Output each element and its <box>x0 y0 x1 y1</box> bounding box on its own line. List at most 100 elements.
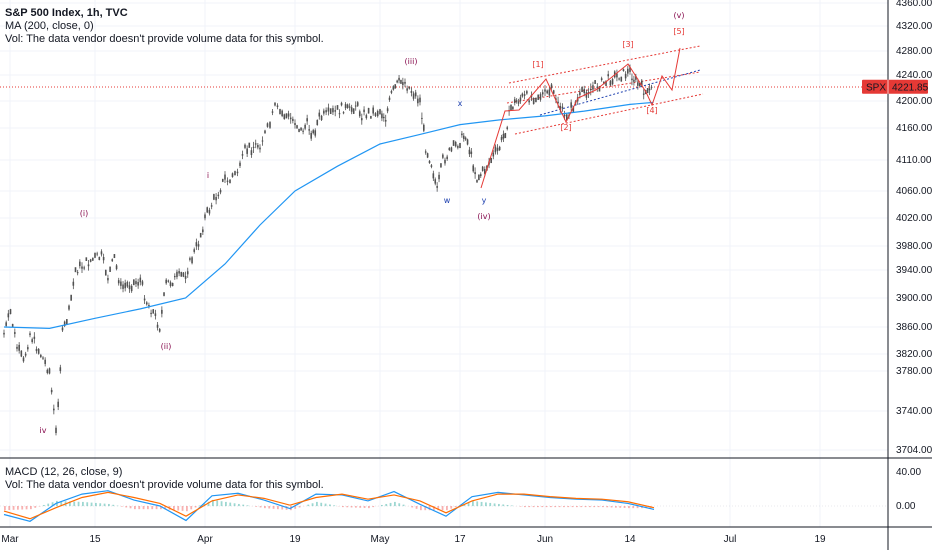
macd-histogram-bar <box>147 506 149 510</box>
candle-body <box>191 257 193 264</box>
candle-body <box>31 339 33 342</box>
candle-body <box>285 113 288 119</box>
y-tick-label: 4200.00 <box>896 96 932 107</box>
macd-histogram-bar <box>437 506 440 511</box>
candle-body <box>250 150 253 155</box>
candle-body <box>639 82 641 87</box>
candle-body <box>283 114 286 120</box>
channel-line <box>508 45 701 84</box>
x-tick-label: 19 <box>814 534 826 545</box>
candle-body <box>392 86 395 90</box>
macd-histogram-bar <box>472 500 474 507</box>
candle-body <box>11 323 14 328</box>
candle-body <box>68 305 70 310</box>
macd-tick-label: 40.00 <box>896 467 921 478</box>
macd-histogram-bar <box>450 506 453 509</box>
candle-body <box>583 89 586 93</box>
macd-histogram-bar <box>199 505 201 507</box>
symbol-title[interactable]: S&P 500 Index, 1h, TVC <box>5 7 128 19</box>
macd-histogram-bar <box>155 506 158 510</box>
candle-body <box>438 174 440 180</box>
candle-body <box>300 127 302 131</box>
macd-histogram-bar <box>402 504 405 507</box>
candle-body <box>424 151 427 153</box>
elliott-wave-overlay <box>480 47 681 189</box>
candle-body <box>269 122 271 128</box>
candle-body <box>158 328 161 332</box>
candle-body <box>637 82 639 86</box>
macd-histogram-bar <box>489 502 492 507</box>
macd-histogram-bar <box>30 506 32 510</box>
candle-body <box>478 174 480 180</box>
x-tick-label: 14 <box>624 534 636 545</box>
ma-legend[interactable]: MA (200, close, 0) <box>5 20 94 32</box>
candle-body <box>27 347 29 350</box>
x-tick-label: Apr <box>197 534 213 545</box>
candle-body <box>219 190 222 193</box>
candle-body <box>607 74 610 77</box>
wave-labels: iv (i) (ii) i (iii) x w y (iv) [1] [2] [3] [4] [5] (v) <box>40 11 685 435</box>
candle-body <box>259 147 261 150</box>
candle-body <box>167 280 170 282</box>
macd-histogram-bar <box>636 506 639 509</box>
macd-tick-label: 0.00 <box>896 501 916 512</box>
macd-histogram-bar <box>95 502 97 507</box>
macd-histogram-bar <box>415 506 418 509</box>
macd-histogram-bar <box>563 506 565 508</box>
price-tag-bg <box>862 79 928 94</box>
candle-body <box>479 174 482 177</box>
candle-body <box>257 144 259 148</box>
macd-title[interactable]: MACD (12, 26, close, 9) <box>5 466 123 478</box>
candle-body <box>312 130 315 134</box>
candle-body <box>304 124 306 129</box>
macd-histogram-bar <box>220 501 223 507</box>
candle-body <box>178 271 180 274</box>
candle-body <box>544 89 546 92</box>
candle-body <box>352 108 355 114</box>
candle-body <box>504 132 507 139</box>
wave-label-i: i <box>207 171 209 180</box>
candle-body <box>274 102 276 106</box>
macd-histogram-bar <box>233 503 236 507</box>
candle-body <box>596 86 599 89</box>
macd-histogram-bar <box>73 501 76 507</box>
candle-body <box>332 108 334 113</box>
macd-histogram-bar <box>316 501 318 507</box>
macd-histogram-bar <box>4 506 6 511</box>
macd-histogram-bar <box>368 506 370 509</box>
macd-histogram-bar <box>225 501 227 507</box>
candle-body <box>59 367 62 372</box>
candle-body <box>490 157 492 164</box>
macd-histogram-bar <box>142 506 145 510</box>
candle-body <box>215 197 217 201</box>
candle-body <box>308 129 310 131</box>
macd-histogram-bar <box>294 506 297 509</box>
candle-body <box>236 171 239 174</box>
candle-body <box>246 148 248 154</box>
wave-label-3: [3] <box>622 40 633 49</box>
macd-histogram-bar <box>528 506 531 508</box>
candle-body <box>18 344 20 351</box>
y-tick-label: 3780.00 <box>896 366 932 377</box>
macd-histogram-bar <box>69 501 71 507</box>
macd-histogram-bar <box>524 506 526 508</box>
macd-histogram-bar <box>43 504 45 507</box>
candle-body <box>135 281 137 285</box>
candle-body <box>386 108 389 112</box>
candle-body <box>22 357 25 362</box>
candle-body <box>523 94 526 96</box>
macd-histogram-bar <box>350 506 353 508</box>
vol-legend: Vol: The data vendor doesn't provide vol… <box>5 33 324 45</box>
candle-body <box>384 119 387 122</box>
macd-histogram-bar <box>138 506 141 510</box>
candle-body <box>50 389 53 393</box>
candle-body <box>374 113 377 116</box>
macd-histogram-bar <box>389 502 392 507</box>
macd-histogram-bar <box>576 506 578 508</box>
macd-histogram-bar <box>571 506 574 508</box>
candle-body <box>323 110 325 114</box>
candle-body <box>572 106 575 112</box>
candle-body <box>344 104 347 109</box>
y-tick-label: 4280.00 <box>896 46 932 57</box>
